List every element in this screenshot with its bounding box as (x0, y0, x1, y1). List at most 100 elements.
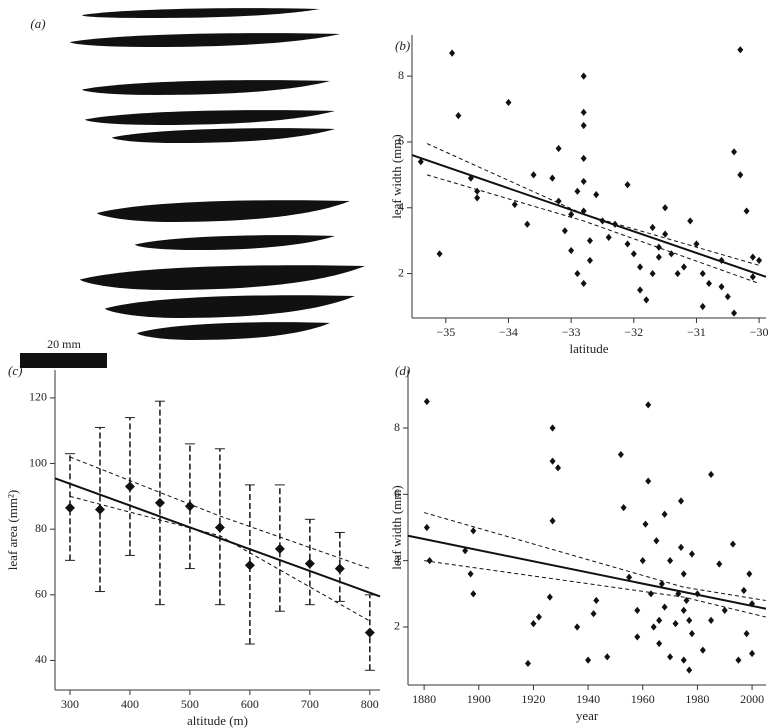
x-tick-label: 300 (61, 697, 79, 711)
point (642, 520, 649, 528)
x-tick-label: 700 (301, 697, 319, 711)
point (699, 646, 706, 654)
point (574, 187, 581, 195)
ci-line (69, 495, 371, 622)
point (417, 158, 424, 166)
point (530, 620, 537, 628)
x-tick-label: −35 (436, 325, 455, 339)
y-tick-label: 6 (398, 134, 404, 148)
scale-label: 20 mm (47, 337, 81, 351)
x-axis-label: year (576, 708, 599, 723)
point (655, 243, 662, 251)
point (686, 666, 693, 674)
fit-line (54, 477, 381, 598)
point (740, 586, 747, 595)
x-tick-label: 1920 (521, 692, 545, 706)
point (655, 253, 662, 261)
point (436, 250, 443, 258)
panel-label: (b) (395, 38, 410, 53)
point (580, 72, 587, 80)
point (756, 256, 763, 265)
mean-point (244, 560, 255, 571)
point (605, 233, 612, 241)
x-tick-label: 500 (181, 697, 199, 711)
panel-label: (c) (8, 363, 22, 378)
scale-bar (20, 353, 107, 368)
x-axis-label: latitude (570, 341, 609, 356)
point (718, 283, 725, 291)
point (688, 550, 695, 558)
point (505, 98, 512, 107)
ci-line (426, 143, 760, 266)
point (549, 424, 556, 432)
point (574, 623, 581, 631)
point (708, 616, 715, 624)
point (731, 309, 738, 317)
ci-line (426, 174, 760, 284)
ci-line (423, 512, 766, 601)
point (743, 630, 750, 638)
y-tick-label: 2 (398, 265, 404, 279)
y-axis-label: leaf width (mm) (389, 485, 404, 569)
point (746, 570, 753, 578)
point (735, 656, 742, 664)
x-tick-label: 1960 (631, 692, 655, 706)
point (721, 606, 728, 614)
leaf (70, 33, 340, 47)
point (449, 49, 456, 57)
point (653, 537, 660, 545)
leaf (80, 265, 365, 290)
y-tick-label: 2 (394, 619, 400, 633)
point (693, 240, 700, 248)
point (590, 610, 597, 618)
point (645, 477, 652, 485)
point (474, 194, 481, 202)
mean-point (304, 558, 315, 569)
y-axis-label: leaf area (mm²) (5, 490, 20, 570)
x-tick-label: 1900 (467, 692, 491, 706)
point (674, 269, 681, 278)
mean-point (334, 563, 345, 574)
point (699, 269, 706, 278)
point (470, 527, 477, 535)
point (593, 596, 600, 605)
point (549, 457, 556, 465)
y-tick-label: 4 (398, 200, 404, 214)
y-tick-label: 4 (394, 552, 400, 566)
ci-line (69, 456, 370, 570)
y-tick-label: 100 (29, 455, 47, 469)
y-tick-label: 8 (398, 68, 404, 82)
point (667, 653, 674, 661)
point (680, 570, 687, 578)
point (649, 223, 656, 232)
point (724, 293, 731, 301)
mean-point (274, 543, 285, 554)
point (718, 256, 725, 265)
point (604, 653, 611, 661)
point (650, 623, 657, 631)
point (656, 639, 663, 648)
point (524, 659, 531, 668)
point (705, 279, 712, 288)
x-tick-label: 1880 (412, 692, 436, 706)
point (658, 580, 665, 588)
x-tick-label: −30 (750, 325, 768, 339)
point (743, 207, 750, 215)
point (624, 240, 631, 248)
point (561, 227, 568, 235)
x-tick-label: −32 (624, 325, 643, 339)
y-tick-label: 120 (29, 390, 47, 404)
point (749, 273, 756, 281)
mean-point (184, 501, 195, 512)
y-tick-label: 80 (35, 521, 47, 535)
point (574, 269, 581, 278)
point (647, 590, 654, 598)
y-axis-label: leaf width (mm) (389, 134, 404, 218)
point (680, 606, 687, 614)
mean-point (94, 504, 105, 515)
point (593, 190, 600, 199)
point (680, 656, 687, 664)
point (580, 154, 587, 163)
mean-point (214, 522, 225, 533)
